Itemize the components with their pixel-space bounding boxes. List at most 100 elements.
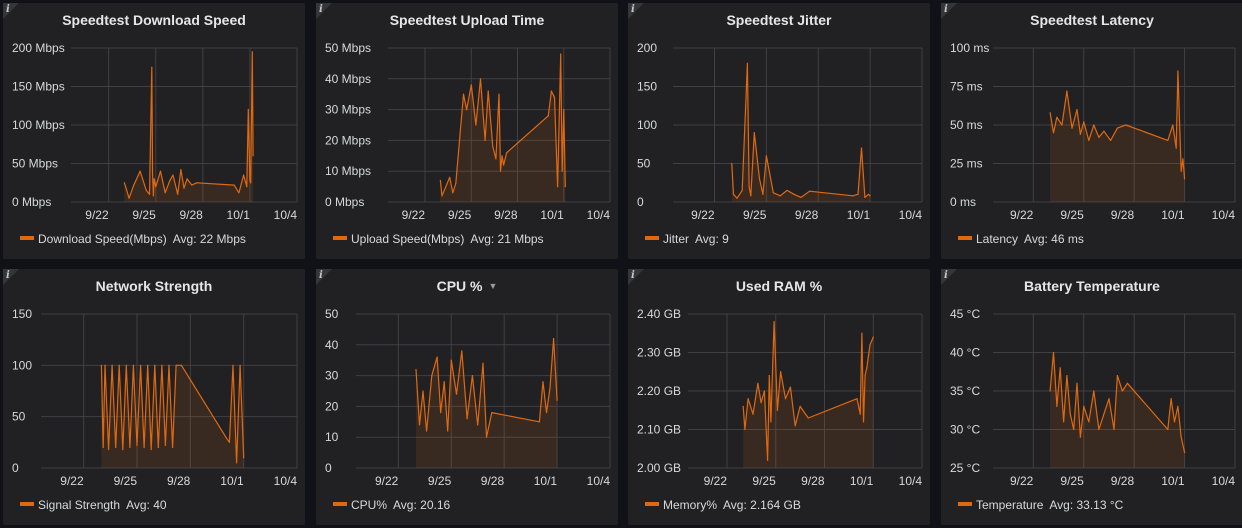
data-point — [1073, 428, 1075, 431]
chevron-down-icon[interactable]: ▼ — [488, 281, 498, 291]
data-point — [118, 364, 120, 366]
legend-series-name: Upload Speed(Mbps) — [351, 232, 465, 246]
chart-plot: 0 50 100 150 9/22 9/25 9/28 10/1 10/4 — [12, 307, 298, 488]
data-point — [746, 62, 748, 64]
info-icon[interactable]: i — [6, 4, 10, 15]
data-point — [441, 195, 443, 197]
data-point — [867, 193, 869, 195]
series-line[interactable] — [742, 321, 874, 461]
data-point — [247, 109, 249, 111]
info-icon[interactable]: i — [944, 4, 948, 15]
data-point — [485, 436, 488, 438]
y-tick-label: 0 — [325, 461, 332, 475]
chart-plot: 0 Mbps 50 Mbps 100 Mbps 150 Mbps 200 Mbps 9/2… — [12, 41, 298, 222]
data-point — [794, 425, 796, 427]
data-point — [1066, 90, 1068, 92]
data-point — [164, 192, 166, 194]
data-point — [150, 448, 152, 451]
y-tick-label: 100 Mbps — [12, 118, 65, 132]
data-point — [748, 186, 750, 188]
legend[interactable]: Signal Strength Avg: 40 — [20, 498, 167, 512]
data-point — [872, 336, 874, 338]
legend[interactable]: Memory% Avg: 2.164 GB — [645, 498, 801, 512]
x-tick-label: 9/25 — [1060, 208, 1084, 222]
legend[interactable]: Temperature Avg: 33.13 °C — [958, 498, 1123, 512]
data-point — [1049, 390, 1051, 392]
data-point — [768, 375, 770, 377]
y-tick-label: 150 — [12, 307, 32, 321]
data-point — [482, 362, 484, 364]
x-tick-label: 9/25 — [743, 208, 767, 222]
data-point — [171, 446, 174, 449]
series-line[interactable] — [1049, 351, 1186, 453]
data-point — [164, 444, 167, 447]
y-tick-label: 40 °C — [950, 346, 980, 360]
panel-title-text: Network Strength — [95, 278, 213, 294]
data-point — [1103, 130, 1105, 132]
panel-title[interactable]: Speedtest Latency — [941, 12, 1242, 28]
data-point — [148, 193, 151, 195]
data-point — [100, 364, 103, 366]
series-line[interactable] — [415, 338, 558, 438]
info-icon[interactable]: i — [319, 4, 323, 15]
data-point — [1093, 390, 1095, 392]
series-line[interactable] — [123, 51, 254, 199]
x-tick-label: 10/1 — [1161, 208, 1185, 222]
data-point — [183, 187, 185, 189]
x-tick-label: 9/28 — [179, 208, 203, 222]
series-line[interactable] — [100, 364, 245, 464]
info-icon[interactable]: i — [631, 4, 635, 15]
data-point — [1183, 178, 1186, 180]
data-point — [799, 405, 801, 407]
panel-title[interactable]: Speedtest Download Speed — [3, 12, 305, 28]
data-point — [133, 184, 135, 186]
data-point — [1088, 421, 1090, 423]
y-tick-label: 50 Mbps — [12, 157, 58, 171]
panel-cpu: i CPU % ▼ CPU% Avg: 20.16 0 10 20 30 40 50 9/22 9/25… — [316, 269, 618, 525]
data-point — [784, 398, 787, 400]
legend[interactable]: Download Speed(Mbps) Avg: 22 Mbps — [20, 232, 246, 246]
data-point — [186, 178, 188, 180]
data-point — [549, 387, 551, 389]
data-point — [789, 386, 791, 388]
legend-swatch — [20, 236, 34, 240]
data-point — [758, 178, 761, 180]
panel-title[interactable]: Speedtest Upload Time — [316, 12, 618, 28]
info-icon[interactable]: i — [944, 270, 948, 281]
data-point — [503, 164, 505, 166]
info-icon[interactable]: i — [631, 270, 635, 281]
panel-title[interactable]: Network Strength — [3, 278, 305, 294]
y-tick-label: 35 °C — [950, 384, 980, 398]
y-tick-label: 150 Mbps — [12, 80, 65, 94]
legend[interactable]: Upload Speed(Mbps) Avg: 21 Mbps — [333, 232, 544, 246]
panel-title-text: Speedtest Upload Time — [389, 12, 545, 28]
data-point — [773, 321, 775, 323]
data-point — [415, 368, 417, 371]
data-point — [550, 90, 553, 92]
x-tick-label: 10/4 — [587, 208, 611, 222]
data-point — [232, 364, 234, 366]
data-point — [1116, 375, 1118, 377]
data-point — [869, 344, 871, 346]
x-tick-label: 9/28 — [1111, 474, 1135, 488]
panel-title[interactable]: Speedtest Jitter — [628, 12, 930, 28]
panel-title[interactable]: Battery Temperature — [941, 278, 1242, 294]
data-point — [470, 84, 472, 86]
data-point — [466, 109, 468, 111]
data-point — [1182, 158, 1184, 160]
legend[interactable]: Latency Avg: 46 ms — [958, 232, 1084, 246]
legend[interactable]: CPU% Avg: 20.16 — [333, 498, 450, 512]
legend[interactable]: Jitter Avg: 9 — [645, 232, 729, 246]
data-point — [1116, 127, 1118, 129]
panel-title[interactable]: Used RAM % — [628, 278, 930, 294]
panel-speedtest-jitter: i Speedtest Jitter Jitter Avg: 9 0 50 100 150 20… — [628, 3, 930, 259]
data-point — [852, 195, 854, 197]
x-tick-label: 10/1 — [847, 208, 871, 222]
info-icon[interactable]: i — [6, 270, 10, 281]
info-icon[interactable]: i — [319, 270, 323, 281]
y-tick-label: 30 Mbps — [325, 103, 371, 117]
legend-series-name: Latency — [976, 232, 1019, 246]
data-point — [1113, 428, 1115, 431]
y-tick-label: 0 — [12, 461, 19, 475]
panel-title[interactable]: CPU % ▼ — [316, 278, 618, 294]
